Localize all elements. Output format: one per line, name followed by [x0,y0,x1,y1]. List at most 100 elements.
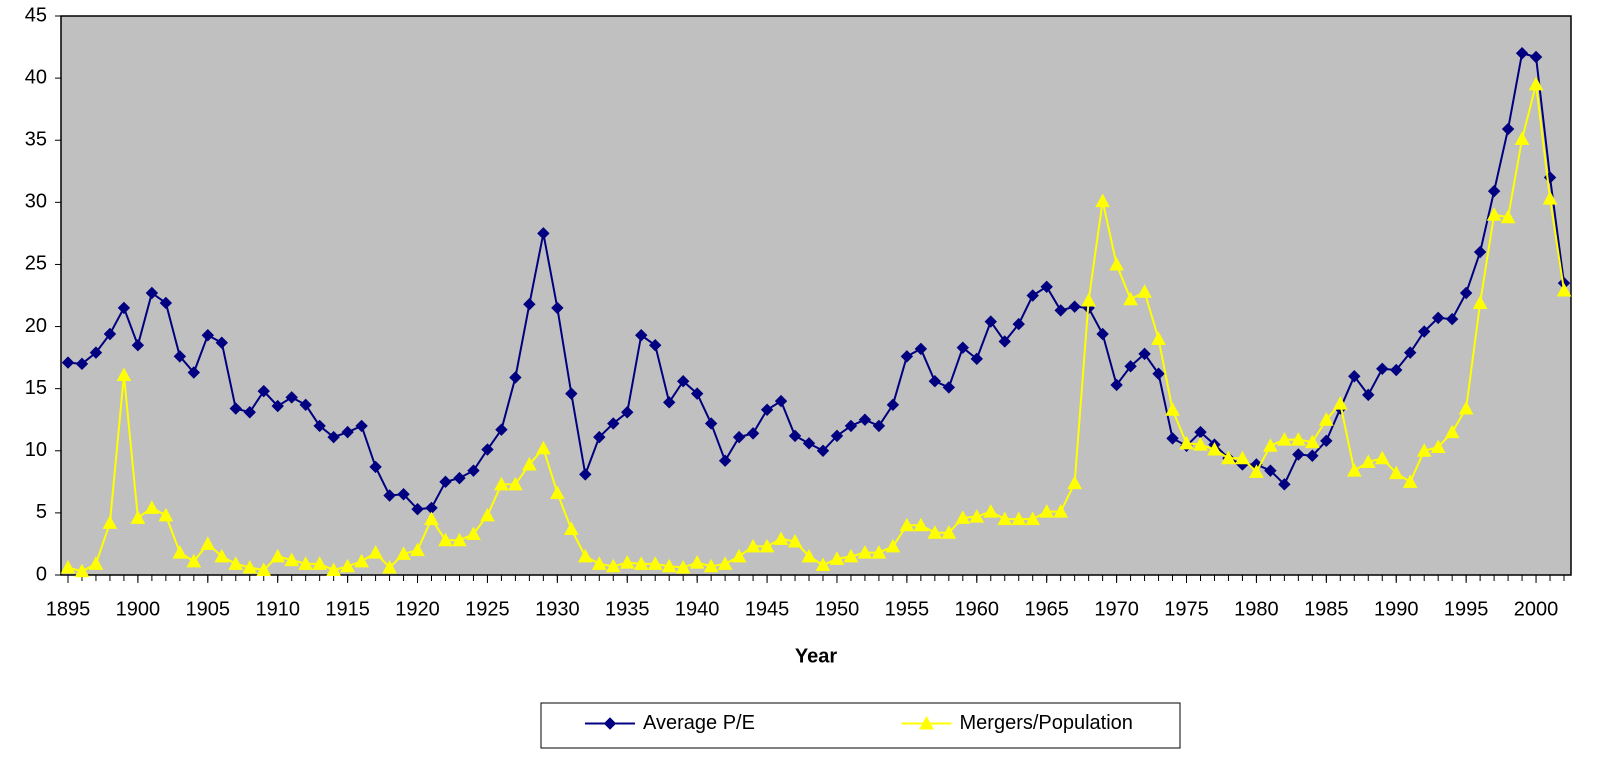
diamond-marker [858,413,872,426]
triangle-marker [1444,424,1460,439]
triangle-marker [494,476,509,491]
triangle-marker [186,553,202,568]
diamond-marker [495,423,508,436]
triangle-marker [1151,331,1166,345]
triangle-marker [1109,256,1124,271]
plot-area [60,15,1572,576]
triangle-marker [605,558,621,573]
triangle-marker [1249,464,1264,478]
diamond-marker [1417,325,1431,338]
diamond-marker [676,375,690,388]
triangle-marker [1305,434,1320,449]
diamond-marker [984,315,997,328]
diamond-marker [1292,448,1305,461]
x-tick-label: 1905 [186,598,231,620]
triangle-marker [1277,432,1292,446]
triangle-marker [745,538,761,553]
diamond-marker [1040,280,1053,294]
triangle-marker [340,558,355,573]
x-tick-label: 1965 [1024,598,1069,620]
diamond-marker [774,394,788,408]
legend-box [540,702,1181,749]
diamond-marker [537,227,550,240]
diamond-marker [621,406,634,419]
x-tick-label: 1980 [1234,598,1279,620]
triangle-marker [1081,292,1096,307]
triangle-marker [1025,511,1041,526]
diamond-marker [1515,47,1529,60]
diamond-marker [579,468,592,481]
triangle-marker [102,515,118,529]
triangle-marker [633,556,649,570]
diamond-marker [1096,327,1109,341]
diamond-marker [704,417,718,430]
diamond-marker [1376,362,1389,375]
triangle-marker [312,556,327,570]
diamond-marker [467,464,480,477]
triangle-marker [731,548,747,563]
triangle-marker [396,546,411,560]
triangle-marker [452,532,467,547]
triangle-marker [1528,76,1544,91]
diamond-marker [411,502,424,516]
triangle-marker [675,559,691,574]
triangle-marker [1388,465,1404,480]
diamond-marker [956,341,970,354]
diamond-marker [369,460,382,474]
triangle-marker [536,440,551,455]
x-tick-label: 1925 [465,598,510,620]
diamond-marker [690,387,704,400]
y-tick-label: 25 [25,253,47,275]
triangle-marker [1500,209,1516,224]
diamond-marker [635,329,648,342]
diamond-marker [145,286,159,300]
triangle-marker [591,556,607,570]
triangle-marker [368,545,383,559]
triangle-marker [1067,475,1082,490]
triangle-marker [410,542,425,557]
triangle-marker [1514,131,1530,145]
x-tick-label: 1975 [1164,598,1209,620]
diamond-marker [285,391,298,404]
diamond-marker [397,488,410,501]
triangle-marker [829,551,845,565]
triangle-marker [60,559,76,574]
triangle-marker [508,476,523,491]
triangle-marker [522,456,537,471]
diamond-marker [900,350,914,363]
triangle-marker [1318,412,1334,426]
x-tick-label: 1985 [1304,598,1349,620]
triangle-marker [647,556,663,570]
x-tick-label: 1995 [1444,598,1489,620]
x-axis-label: Year [795,645,837,667]
x-tick-label: 1945 [745,598,790,620]
diamond-marker [75,357,89,371]
diamond-marker [1390,363,1403,377]
diamond-marker [481,443,494,456]
triangle-marker [1095,193,1110,208]
diamond-marker [257,384,270,398]
x-tick-label: 2000 [1514,598,1559,620]
diamond-marker [299,398,312,412]
diamond-marker [1026,289,1039,302]
diamond-marker [607,417,620,430]
diamond-marker [1166,432,1179,445]
diamond-marker [802,437,816,450]
triangle-marker [466,526,481,541]
triangle-marker [382,559,397,574]
diamond-marker [872,419,886,433]
triangle-marker [1360,454,1376,468]
diamond-marker [732,430,746,444]
triangle-marker [158,507,174,522]
x-tick-label: 1955 [885,598,930,620]
diamond-marker [89,346,103,359]
triangle-marker [773,531,789,545]
diamond-marker [509,371,522,384]
triangle-marker [1346,463,1362,477]
x-tick-label: 1920 [395,598,440,620]
diamond-marker [103,327,117,341]
triangle-marker [326,562,341,577]
diamond-marker [1404,346,1417,359]
triangle-marker [354,553,369,568]
triangle-marker [1207,441,1222,456]
